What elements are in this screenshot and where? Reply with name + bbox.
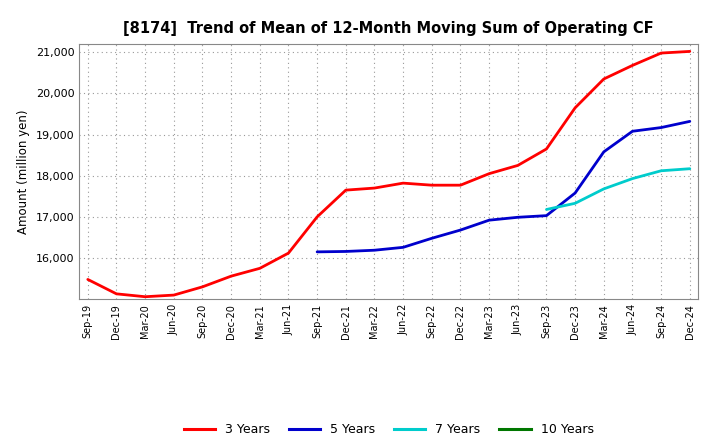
5 Years	[628, 128, 636, 134]
3 Years	[227, 274, 235, 279]
Y-axis label: Amount (million yen): Amount (million yen)	[17, 110, 30, 234]
Title: [8174]  Trend of Mean of 12-Month Moving Sum of Operating CF: [8174] Trend of Mean of 12-Month Moving …	[124, 21, 654, 36]
3 Years	[112, 291, 121, 297]
5 Years	[513, 215, 522, 220]
3 Years	[571, 105, 580, 110]
5 Years	[600, 149, 608, 154]
3 Years	[312, 214, 321, 220]
7 Years	[657, 168, 665, 173]
3 Years	[169, 293, 178, 298]
3 Years	[685, 49, 694, 54]
3 Years	[370, 185, 379, 191]
3 Years	[657, 51, 665, 56]
5 Years	[399, 245, 408, 250]
7 Years	[542, 207, 551, 212]
3 Years	[284, 250, 293, 256]
5 Years	[685, 119, 694, 124]
5 Years	[456, 227, 465, 233]
5 Years	[657, 125, 665, 130]
7 Years	[600, 186, 608, 191]
Line: 5 Years: 5 Years	[317, 121, 690, 252]
3 Years	[399, 180, 408, 186]
7 Years	[571, 201, 580, 206]
3 Years	[256, 266, 264, 271]
3 Years	[84, 277, 92, 282]
3 Years	[456, 183, 465, 188]
5 Years	[485, 217, 493, 223]
3 Years	[542, 147, 551, 152]
5 Years	[571, 191, 580, 196]
3 Years	[600, 77, 608, 82]
3 Years	[198, 284, 207, 290]
Line: 7 Years: 7 Years	[546, 169, 690, 209]
3 Years	[485, 171, 493, 176]
3 Years	[513, 163, 522, 168]
3 Years	[628, 63, 636, 68]
Line: 3 Years: 3 Years	[88, 51, 690, 297]
Legend: 3 Years, 5 Years, 7 Years, 10 Years: 3 Years, 5 Years, 7 Years, 10 Years	[179, 418, 598, 440]
5 Years	[542, 213, 551, 218]
3 Years	[141, 294, 150, 299]
5 Years	[428, 236, 436, 241]
7 Years	[628, 176, 636, 181]
3 Years	[341, 187, 350, 193]
5 Years	[312, 249, 321, 254]
7 Years	[685, 166, 694, 171]
5 Years	[341, 249, 350, 254]
3 Years	[428, 183, 436, 188]
5 Years	[370, 248, 379, 253]
